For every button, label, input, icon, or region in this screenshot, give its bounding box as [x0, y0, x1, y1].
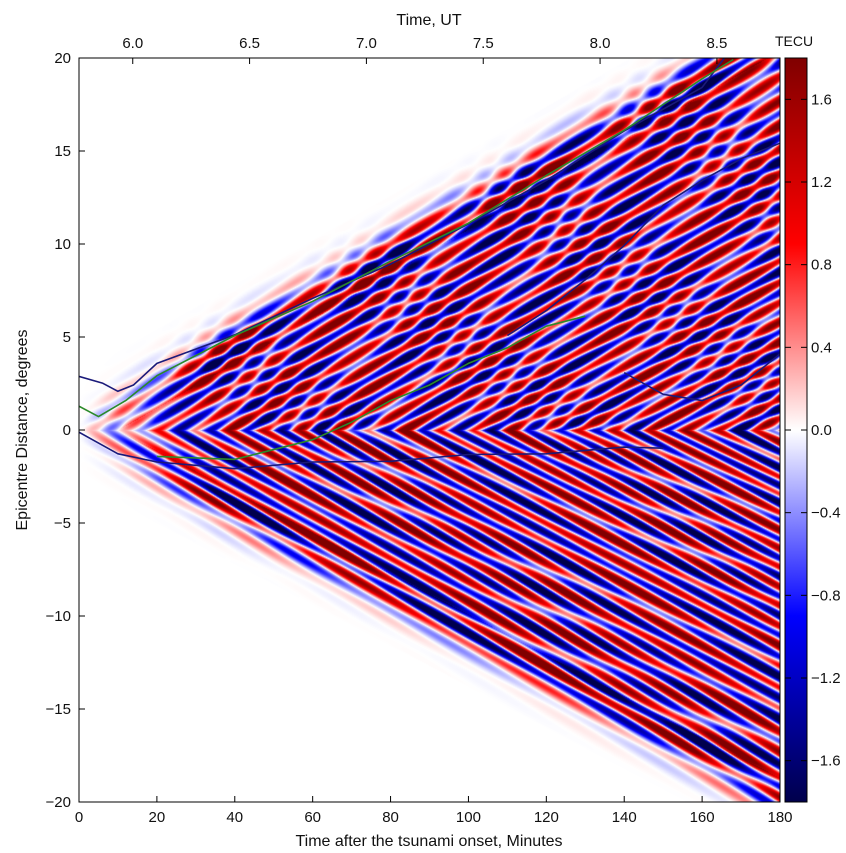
- x-tick-label: 180: [767, 809, 792, 826]
- contour-line-1: [79, 58, 734, 418]
- colorbar-tick-label: 1.2: [811, 174, 832, 191]
- colorbar-tick-label: −1.6: [811, 753, 841, 770]
- y-tick-label: 0: [63, 422, 71, 439]
- heatmap-canvas: [79, 58, 780, 802]
- y-tick-label: −15: [46, 701, 71, 718]
- x-tick-label: 40: [226, 809, 243, 826]
- y-tick-label: −10: [46, 608, 71, 625]
- x2-axis: 6.0 6.5 7.0 7.5 8.0 8.5: [122, 35, 727, 64]
- x-tick-label: 140: [612, 809, 637, 826]
- x-tick-label: 160: [690, 809, 715, 826]
- x2-tick-label: 6.5: [239, 35, 260, 52]
- y-tick-label: 20: [54, 50, 71, 67]
- colorbar-tick-label: −1.2: [811, 670, 841, 687]
- x-axis: 0 20 40 60 80 100 120 140 160 180: [75, 796, 793, 826]
- x2-tick-label: 7.0: [356, 35, 377, 52]
- y-tick-label: 5: [63, 329, 71, 346]
- x2-axis-title: Time, UT: [396, 12, 461, 29]
- contour-line-5: [623, 353, 780, 402]
- y-tick-label: −5: [54, 515, 71, 532]
- x-tick-label: 60: [304, 809, 321, 826]
- x2-tick-label: 8.0: [590, 35, 611, 52]
- contour-layer: [79, 58, 780, 470]
- x-tick-label: 100: [456, 809, 481, 826]
- x-tick-label: 80: [382, 809, 399, 826]
- x-tick-label: 0: [75, 809, 83, 826]
- colorbar-tick-label: −0.4: [811, 505, 841, 522]
- x2-tick-label: 6.0: [122, 35, 143, 52]
- heatmap-container: [79, 58, 780, 802]
- y-tick-label: 10: [54, 236, 71, 253]
- x2-tick-label: 7.5: [473, 35, 494, 52]
- y-axis-title: Epicentre Distance, degrees: [14, 330, 31, 531]
- x-axis-title: Time after the tsunami onset, Minutes: [295, 833, 562, 850]
- x-tick-label: 20: [149, 809, 166, 826]
- y-axis: −20 −15 −10 −5 0 5 10 15 20: [46, 50, 85, 811]
- colorbar-tick-label: 0.4: [811, 339, 832, 356]
- x2-tick-label: 8.5: [706, 35, 727, 52]
- contour-line-4: [506, 142, 780, 337]
- contour-line-3: [156, 315, 586, 461]
- y-tick-label: 15: [54, 143, 71, 160]
- colorbar-tick-label: 0.0: [811, 422, 832, 439]
- colorbar-ticks: 1.6 1.2 0.8 0.4 0.0 −0.4 −0.8 −1.2 −1.6: [785, 91, 841, 770]
- colorbar-tick-label: 1.6: [811, 91, 832, 108]
- contour-line-2: [79, 431, 664, 470]
- colorbar-tick-label: 0.8: [811, 257, 832, 274]
- colorbar-tick-label: −0.8: [811, 587, 841, 604]
- x-tick-label: 120: [534, 809, 559, 826]
- colorbar-unit: TECU: [775, 33, 813, 49]
- y-tick-label: −20: [46, 794, 71, 811]
